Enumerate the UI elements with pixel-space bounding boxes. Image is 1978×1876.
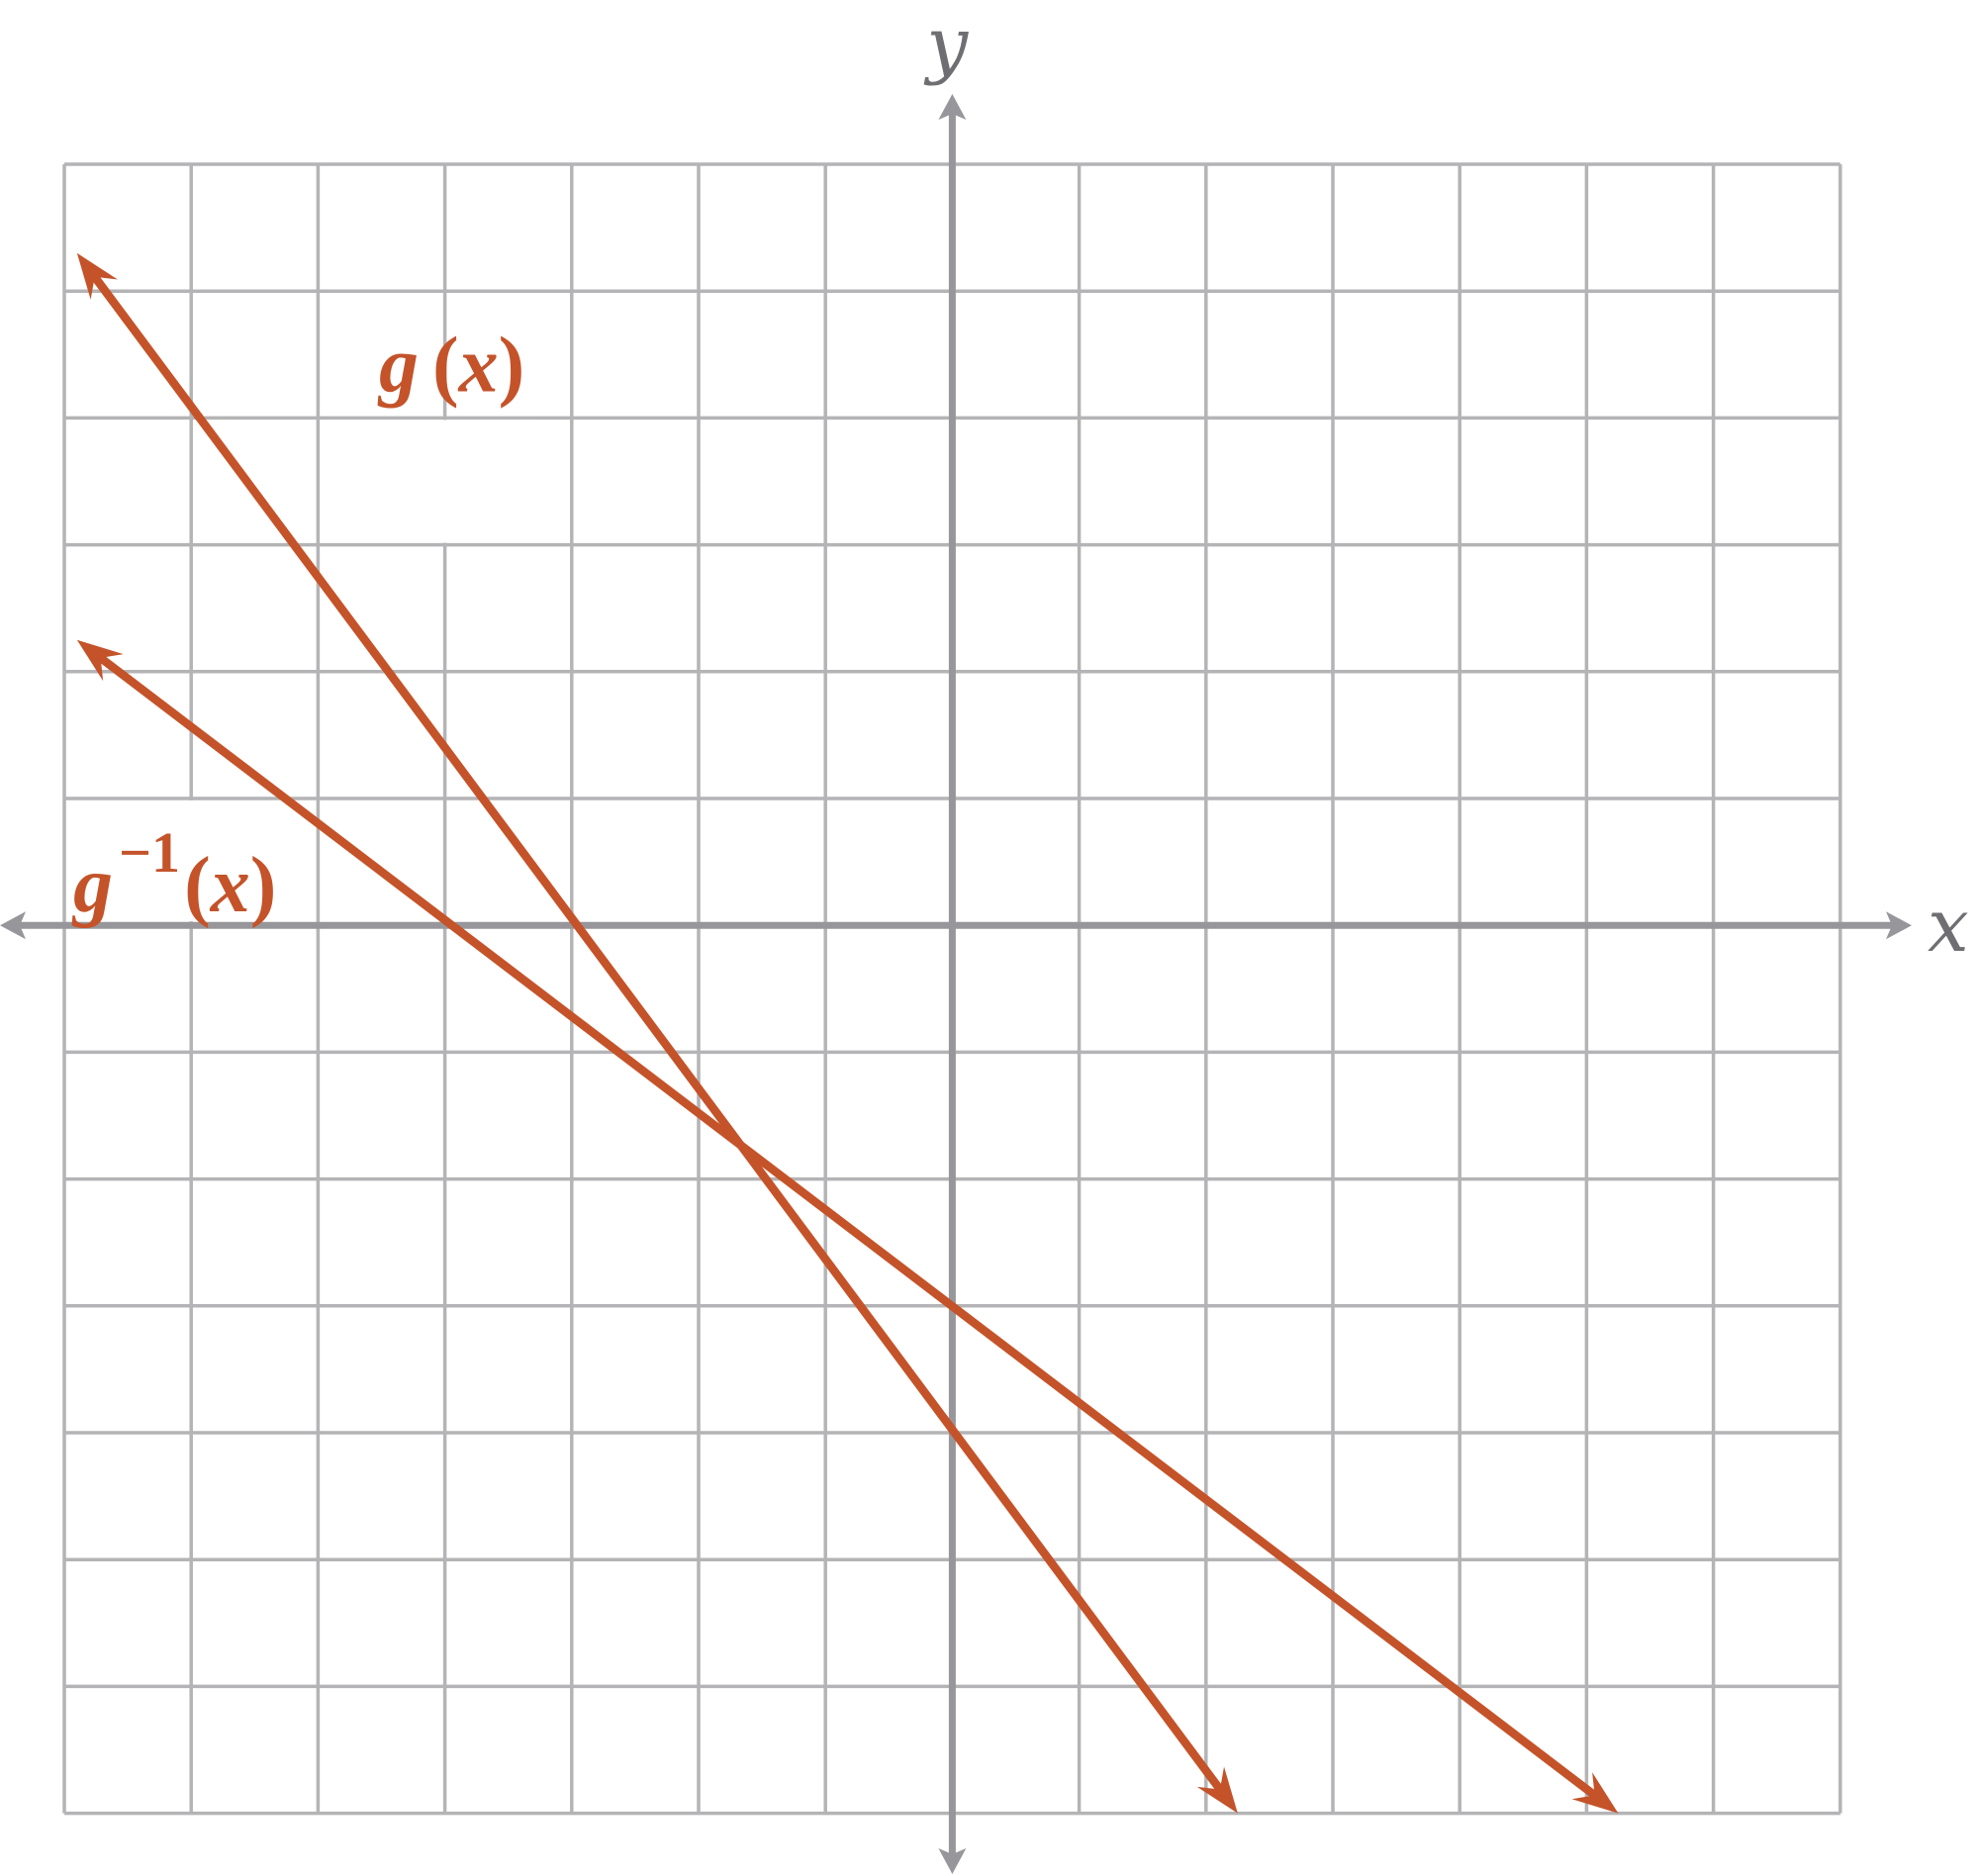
x-axis-arrow-right [1886, 911, 1912, 940]
x-axis-arrow-left [0, 911, 26, 940]
g-inverse-label-background [66, 800, 264, 922]
label-layer: g (x) g −1(x) [66, 322, 538, 929]
g-of-x-label: g (x) [377, 322, 524, 409]
g-label-open-paren: ( [432, 322, 459, 409]
y-axis-arrow-up [938, 94, 967, 120]
g-label-var: x [458, 322, 499, 409]
ginv-label-var: x [210, 842, 250, 929]
g-label-close-paren: ) [499, 322, 525, 409]
series-arrow-end-0 [1196, 1766, 1238, 1814]
ginv-label-open-paren: ( [184, 842, 211, 929]
series-line-1 [96, 653, 1599, 1801]
ginv-label-base: g [71, 842, 113, 929]
ginv-label-close-paren: ) [250, 842, 277, 929]
g-inverse-of-x-label: g −1(x) [71, 820, 276, 929]
series-arrow-end-1 [1571, 1772, 1619, 1814]
g-label-base: g [377, 322, 419, 409]
x-axis-label: x [1928, 884, 1969, 969]
ginv-label-superscript: −1 [119, 820, 180, 885]
series-line-0 [90, 272, 1225, 1794]
series-arrow-start-1 [76, 639, 124, 682]
g-label-background [320, 420, 538, 543]
y-axis-label: y [923, 2, 969, 87]
series-layer [76, 252, 1619, 1814]
series-arrow-start-0 [76, 252, 118, 300]
y-axis-arrow-down [938, 1848, 967, 1874]
